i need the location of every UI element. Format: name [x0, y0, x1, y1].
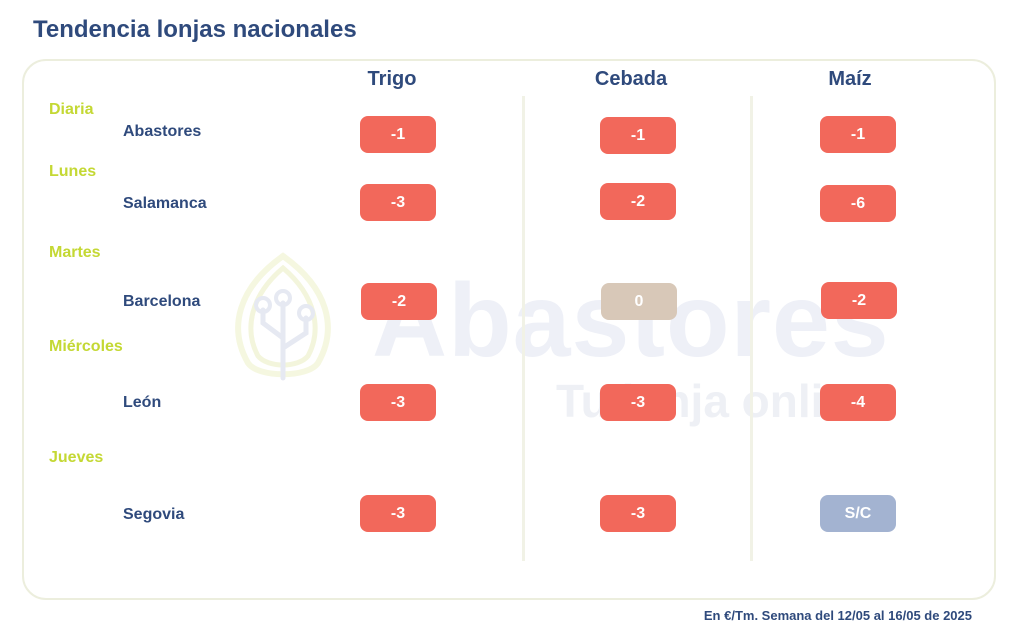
column-divider [750, 96, 753, 561]
trend-value-abastores-cebada: -1 [600, 117, 676, 154]
column-header-maiz: Maíz [828, 68, 872, 90]
trend-value-segovia-cebada: -3 [600, 495, 676, 532]
page-title: Tendencia lonjas nacionales [33, 16, 357, 43]
trend-value-abastores-maiz: -1 [820, 116, 896, 153]
trend-value-barcelona-maiz: -2 [821, 282, 897, 319]
market-label-abastores: Abastores [123, 123, 202, 140]
trend-value-leon-cebada: -3 [600, 384, 676, 421]
trend-value-barcelona-cebada: 0 [601, 283, 677, 320]
market-label-segovia: Segovia [123, 506, 185, 523]
trend-value-salamanca-maiz: -6 [820, 185, 896, 222]
market-label-leon: León [123, 394, 162, 411]
day-label-lunes: Lunes [49, 163, 97, 180]
market-label-barcelona: Barcelona [123, 293, 201, 310]
day-label-diaria: Diaria [49, 101, 94, 118]
column-divider [522, 96, 525, 561]
trend-value-segovia-trigo: -3 [360, 495, 436, 532]
day-label-martes: Martes [49, 244, 101, 261]
column-header-cebada: Cebada [594, 68, 668, 90]
trend-value-abastores-trigo: -1 [360, 116, 436, 153]
trend-value-salamanca-cebada: -2 [600, 183, 676, 220]
footnote: En €/Tm. Semana del 12/05 al 16/05 de 20… [703, 608, 972, 623]
column-header-trigo: Trigo [367, 68, 417, 90]
day-label-jueves: Jueves [49, 449, 104, 466]
trend-value-leon-maiz: -4 [820, 384, 896, 421]
trend-value-salamanca-trigo: -3 [360, 184, 436, 221]
trend-value-leon-trigo: -3 [360, 384, 436, 421]
day-label-miercoles: Miércoles [49, 338, 123, 355]
trend-value-segovia-maiz: S/C [820, 495, 896, 532]
market-label-salamanca: Salamanca [123, 195, 207, 212]
trend-value-barcelona-trigo: -2 [361, 283, 437, 320]
